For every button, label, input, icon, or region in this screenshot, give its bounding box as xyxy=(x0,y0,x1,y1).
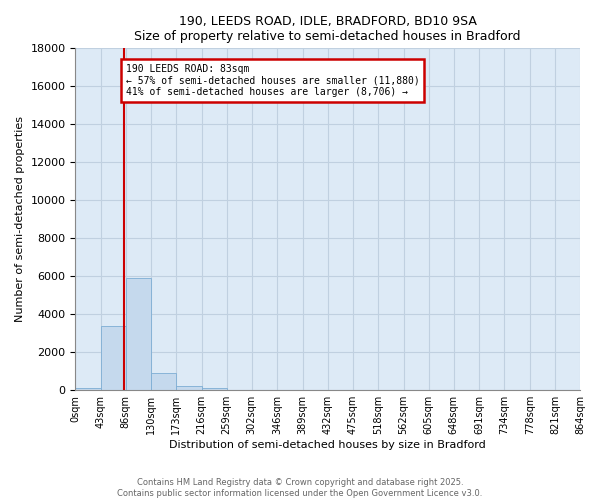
Text: Contains HM Land Registry data © Crown copyright and database right 2025.
Contai: Contains HM Land Registry data © Crown c… xyxy=(118,478,482,498)
Y-axis label: Number of semi-detached properties: Number of semi-detached properties xyxy=(15,116,25,322)
X-axis label: Distribution of semi-detached houses by size in Bradford: Distribution of semi-detached houses by … xyxy=(169,440,486,450)
Title: 190, LEEDS ROAD, IDLE, BRADFORD, BD10 9SA
Size of property relative to semi-deta: 190, LEEDS ROAD, IDLE, BRADFORD, BD10 9S… xyxy=(134,15,521,43)
Text: 190 LEEDS ROAD: 83sqm
← 57% of semi-detached houses are smaller (11,880)
41% of : 190 LEEDS ROAD: 83sqm ← 57% of semi-deta… xyxy=(125,64,419,96)
Bar xyxy=(76,388,101,390)
Bar xyxy=(151,373,176,390)
Bar xyxy=(176,386,202,390)
Bar xyxy=(101,326,125,390)
Bar xyxy=(202,388,227,390)
Bar xyxy=(125,278,151,390)
